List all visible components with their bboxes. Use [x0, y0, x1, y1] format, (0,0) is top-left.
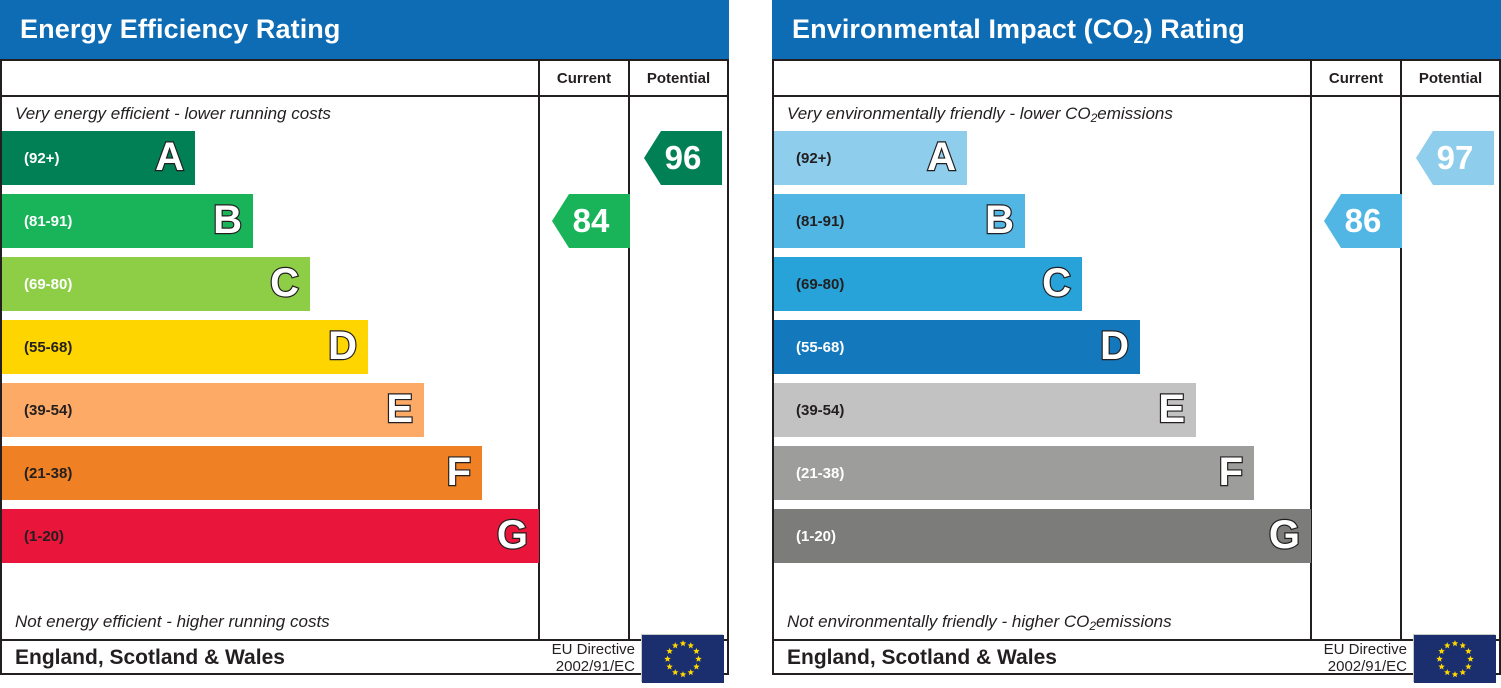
column-divider-1 [1310, 61, 1312, 639]
column-divider-2 [1400, 61, 1402, 639]
rating-band-a: (92+) A [2, 131, 195, 185]
panel-title-text: Environmental Impact (CO2) Rating [792, 14, 1245, 47]
caption-top: Very energy efficient - lower running co… [15, 104, 331, 123]
epc-panel-energy-efficiency: Energy Efficiency Rating Current Potential… [0, 0, 729, 683]
rating-band-g: (1-20) G [2, 509, 539, 563]
band-letter-e: E [385, 387, 414, 432]
footer-divider [2, 639, 727, 641]
column-divider-2 [628, 61, 630, 639]
rating-band-b: (81-91) B [774, 194, 1025, 248]
rating-band-f: (21-38) F [2, 446, 482, 500]
rating-band-a: (92+) A [774, 131, 967, 185]
potential-rating-arrow: 97 [1416, 131, 1494, 185]
column-header-row [774, 61, 1499, 97]
column-divider-1 [538, 61, 540, 639]
band-letter-b: B [984, 198, 1015, 243]
eu-directive-label: EU Directive 2002/91/EC [551, 640, 635, 675]
band-range-label: (21-38) [24, 464, 73, 482]
band-range-label: (69-80) [24, 275, 73, 293]
caption-top: Very environmentally friendly - lower CO… [787, 104, 1173, 125]
band-letter-c: C [1041, 261, 1072, 306]
current-rating-arrow: 84 [552, 194, 630, 248]
column-header-potential: Potential [1418, 69, 1483, 87]
caption-bottom: Not environmentally friendly - higher CO… [787, 612, 1172, 633]
panel-title-bar: Energy Efficiency Rating [0, 0, 729, 59]
band-range-label: (81-91) [796, 212, 845, 230]
band-range-label: (1-20) [24, 527, 65, 545]
panel-footer: England, Scotland & Wales EU Directive 200… [774, 634, 1499, 683]
band-range-label: (55-68) [24, 338, 73, 356]
region-label: England, Scotland & Wales [15, 646, 285, 669]
band-letter-c: C [269, 261, 300, 306]
rating-band-e: (39-54) E [2, 383, 424, 437]
rating-bands: (92+) A (81-91) B (69-80) C (55-68) D (39-54) E (2… [774, 131, 1311, 605]
band-letter-f: F [1217, 450, 1244, 495]
panel-footer: England, Scotland & Wales EU Directive 200… [2, 634, 727, 683]
eu-directive-label: EU Directive 2002/91/EC [1323, 640, 1407, 675]
current-rating-arrow: 86 [1324, 194, 1402, 248]
rating-band-g: (1-20) G [774, 509, 1311, 563]
panel-title-text: Energy Efficiency Rating [20, 14, 341, 44]
band-letter-g: G [496, 513, 530, 558]
band-range-label: (92+) [796, 149, 832, 167]
footer-divider [774, 639, 1499, 641]
band-range-label: (21-38) [796, 464, 845, 482]
rating-band-f: (21-38) F [774, 446, 1254, 500]
rating-grid: Current Potential Very energy efficient - … [0, 59, 729, 683]
band-range-label: (55-68) [796, 338, 845, 356]
band-range-label: (39-54) [796, 401, 845, 419]
caption-bottom: Not energy efficient - higher running co… [15, 612, 330, 631]
rating-band-d: (55-68) D [2, 320, 368, 374]
band-letter-a: A [154, 135, 185, 180]
band-range-label: (1-20) [796, 527, 837, 545]
rating-bands: (92+) A (81-91) B (69-80) C (55-68) D (39-54) E (2… [2, 131, 539, 605]
rating-band-d: (55-68) D [774, 320, 1140, 374]
band-range-label: (69-80) [796, 275, 845, 293]
band-letter-d: D [327, 324, 358, 369]
band-letter-e: E [1157, 387, 1186, 432]
epc-panel-environmental-impact: Environmental Impact (CO2) Rating Current… [772, 0, 1501, 683]
column-header-current: Current [1328, 69, 1384, 87]
region-label: England, Scotland & Wales [787, 646, 1057, 669]
panel-title-bar: Environmental Impact (CO2) Rating [772, 0, 1501, 59]
rating-band-e: (39-54) E [774, 383, 1196, 437]
rating-band-c: (69-80) C [774, 257, 1082, 311]
band-letter-b: B [212, 198, 243, 243]
column-header-row [2, 61, 727, 97]
band-letter-a: A [926, 135, 957, 180]
column-header-potential: Potential [646, 69, 711, 87]
column-header-current: Current [556, 69, 612, 87]
band-range-label: (92+) [24, 149, 60, 167]
band-letter-d: D [1099, 324, 1130, 369]
potential-rating-arrow: 96 [644, 131, 722, 185]
rating-grid: Current Potential Very environmentally fri… [772, 59, 1501, 683]
band-range-label: (39-54) [24, 401, 73, 419]
band-range-label: (81-91) [24, 212, 73, 230]
rating-band-c: (69-80) C [2, 257, 310, 311]
band-letter-f: F [445, 450, 472, 495]
rating-band-b: (81-91) B [2, 194, 253, 248]
band-letter-g: G [1268, 513, 1302, 558]
